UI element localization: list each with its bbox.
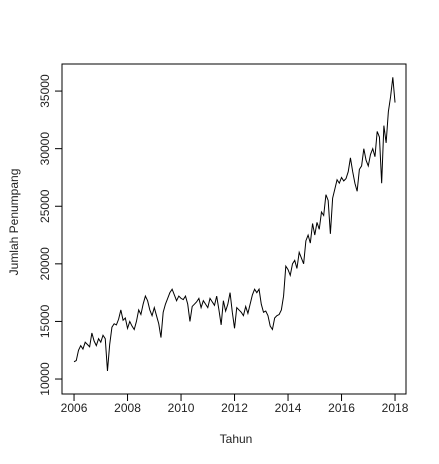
y-tick-label: 30000 [38,132,52,166]
y-tick-label: 35000 [38,74,52,108]
x-tick-label: 2008 [114,401,141,415]
x-tick-label: 2014 [275,401,302,415]
y-tick-label: 10000 [38,362,52,396]
x-tick-label: 2010 [168,401,195,415]
y-tick-label: 20000 [38,247,52,281]
data-line [73,77,396,372]
plot-box [61,63,407,395]
y-tick-label: 25000 [38,189,52,223]
x-tick-label: 2012 [221,401,248,415]
y-tick-label: 15000 [38,304,52,338]
x-tick-label: 2018 [382,401,409,415]
x-tick-label: 2016 [328,401,355,415]
x-tick-label: 2006 [61,401,88,415]
x-axis-label: Tahun [220,432,253,446]
y-axis-label: Jumlah Penumpang [7,169,21,276]
